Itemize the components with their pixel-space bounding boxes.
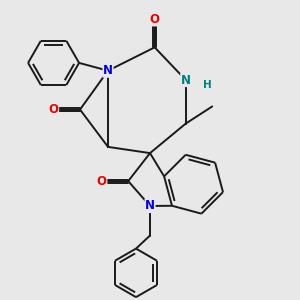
Text: O: O: [150, 13, 160, 26]
Text: N: N: [103, 64, 113, 77]
Text: N: N: [181, 74, 191, 86]
Text: O: O: [97, 175, 107, 188]
Text: N: N: [145, 200, 155, 212]
Text: H: H: [203, 80, 212, 90]
Text: O: O: [49, 103, 58, 116]
